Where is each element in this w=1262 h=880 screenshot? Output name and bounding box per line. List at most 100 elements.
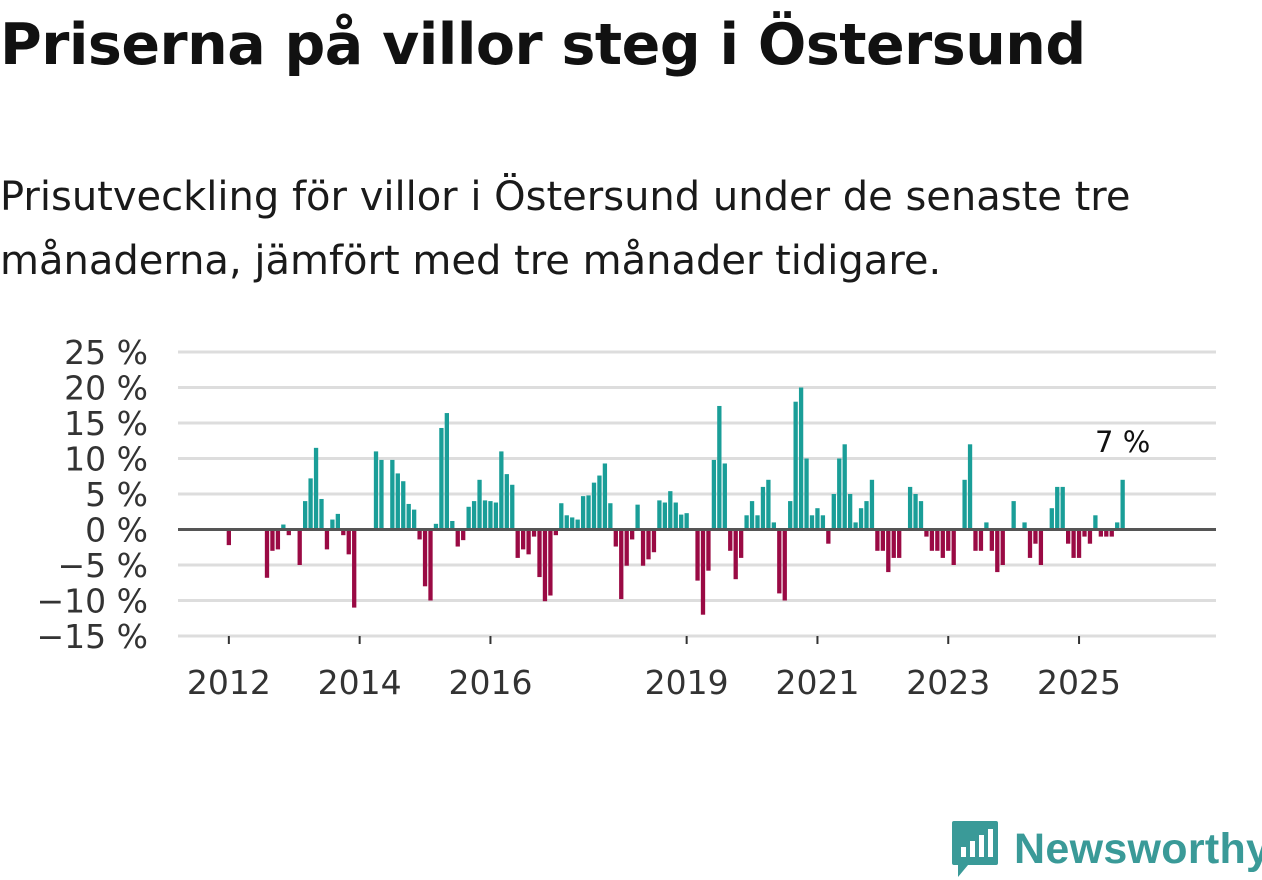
bar	[793, 401, 798, 530]
bar	[1104, 529, 1109, 537]
bar	[962, 479, 967, 530]
bar	[635, 504, 640, 530]
x-tick-label: 2019	[645, 663, 729, 700]
bar	[1109, 529, 1114, 537]
bar	[995, 529, 1000, 573]
bar	[548, 529, 553, 596]
x-tick-label: 2025	[1037, 663, 1121, 700]
y-tick-label: −5 %	[58, 546, 149, 585]
bar	[303, 501, 308, 530]
bar	[281, 524, 286, 530]
x-tick-label: 2012	[187, 663, 271, 700]
chart-subtitle: Prisutveckling för villor i Östersund un…	[0, 174, 1131, 284]
y-axis-ticks: 25 %20 %15 %10 %5 %0 %−5 %−10 %−15 %	[37, 333, 149, 656]
bar	[1022, 522, 1027, 530]
bar	[717, 405, 722, 530]
bar	[439, 427, 444, 530]
bar	[488, 501, 493, 530]
bar	[673, 502, 678, 530]
bar	[837, 458, 842, 530]
y-tick-label: −15 %	[37, 617, 149, 656]
bar	[406, 503, 411, 530]
bar	[679, 514, 684, 530]
bar	[788, 501, 793, 530]
bar	[935, 529, 940, 551]
bar	[722, 463, 727, 530]
bar	[613, 529, 618, 547]
bar	[341, 529, 346, 536]
bar	[907, 486, 913, 530]
bar	[657, 500, 662, 530]
bar	[586, 495, 591, 530]
bar	[798, 387, 804, 530]
bar	[1038, 529, 1044, 565]
bar	[755, 515, 760, 530]
bar	[482, 500, 488, 530]
bar	[777, 529, 782, 594]
y-tick-label: −10 %	[37, 582, 149, 621]
bar	[875, 529, 880, 551]
bar	[989, 529, 994, 551]
bar	[1087, 529, 1093, 544]
bar	[444, 413, 449, 530]
y-tick-label: 10 %	[64, 440, 148, 479]
bar	[760, 486, 766, 530]
bar	[766, 479, 771, 530]
bar	[1027, 529, 1033, 558]
bar	[461, 529, 466, 541]
bar	[744, 515, 749, 530]
bar	[499, 451, 504, 530]
x-tick-label: 2016	[448, 663, 532, 700]
bar	[700, 529, 706, 615]
x-axis-ticks: 2012 2014 2016 2019 2021 2023 2025	[187, 636, 1121, 700]
bar	[515, 529, 520, 558]
bar	[1120, 479, 1125, 530]
x-tick-label: 2023	[906, 663, 990, 700]
bar	[842, 444, 847, 530]
bar	[1033, 529, 1038, 544]
bar	[379, 459, 384, 530]
bar	[504, 474, 509, 530]
bar	[1093, 515, 1098, 530]
last-value-label: 7 %	[1095, 425, 1150, 459]
x-tick-label: 2014	[318, 663, 402, 700]
bar	[940, 529, 945, 558]
bar	[602, 463, 608, 530]
bar	[346, 529, 351, 555]
bar	[869, 479, 875, 530]
bar	[853, 522, 858, 530]
bar	[510, 484, 515, 530]
bar	[886, 529, 891, 573]
bar	[662, 502, 667, 530]
bar	[1060, 486, 1065, 530]
bar	[324, 529, 330, 550]
bar	[608, 503, 613, 530]
bar	[493, 502, 499, 530]
bar	[335, 513, 340, 530]
bar	[1098, 529, 1103, 537]
bar	[466, 506, 471, 530]
bar	[270, 529, 275, 551]
bar	[1076, 529, 1082, 558]
bar	[597, 475, 602, 530]
bar	[455, 529, 460, 547]
bar	[706, 529, 711, 571]
bar	[553, 529, 558, 536]
bar	[946, 529, 951, 551]
bar	[275, 529, 281, 550]
bar	[313, 447, 319, 530]
bar	[390, 459, 395, 530]
bar	[319, 498, 324, 530]
bar	[880, 529, 885, 551]
bar	[471, 501, 477, 530]
bar	[450, 520, 455, 530]
bar	[695, 529, 700, 581]
bar	[591, 482, 597, 530]
bar	[820, 515, 826, 530]
bar	[913, 494, 918, 530]
bar-chart: 25 %20 %15 %10 %5 %0 %−5 %−10 %−15 % 201…	[37, 333, 1216, 700]
bar	[412, 509, 417, 530]
bar	[1071, 529, 1076, 558]
bar	[575, 519, 580, 530]
bar	[477, 479, 482, 530]
